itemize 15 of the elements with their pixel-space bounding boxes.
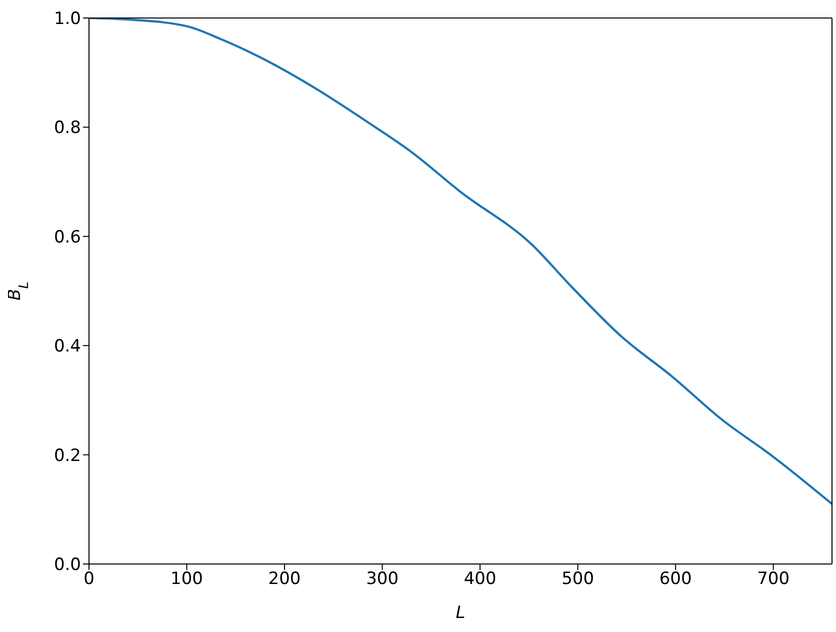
x-tick-label: 500	[562, 569, 594, 590]
y-tick-label: 0.2	[54, 446, 81, 466]
y-tick-label: 0.6	[54, 227, 81, 248]
x-tick-label: 700	[757, 569, 790, 590]
y-tick-label: 1.0	[54, 9, 81, 30]
x-tick-label: 0	[84, 569, 94, 590]
x-tick-label: 100	[170, 569, 203, 590]
y-tick-label: 0.0	[54, 555, 81, 576]
x-tick-label: 300	[366, 569, 399, 590]
x-tick-label: 200	[268, 569, 301, 590]
y-tick-label: 0.4	[54, 336, 81, 357]
x-axis-title: L	[456, 603, 466, 623]
y-tick-label: 0.8	[54, 118, 81, 138]
x-tick-label: 400	[464, 569, 496, 590]
x-tick-label: 600	[659, 569, 692, 590]
